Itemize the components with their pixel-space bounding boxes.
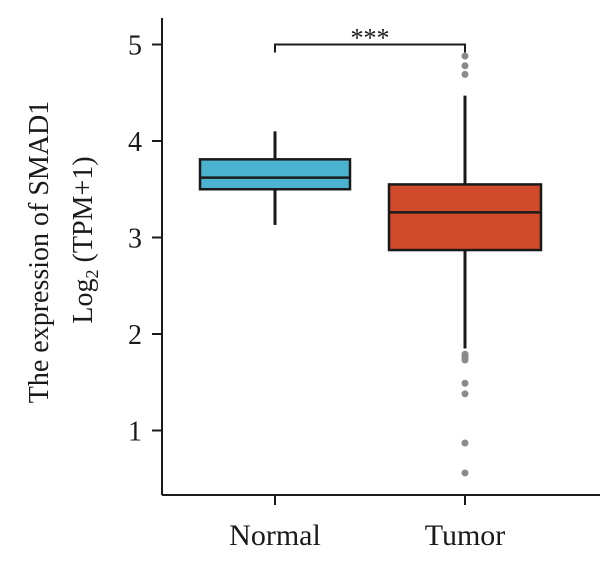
significance-label: *** <box>351 24 390 53</box>
y-tick-label-5: 5 <box>128 31 142 62</box>
outlier-tumor-1 <box>461 62 469 70</box>
y-tick-label-2: 2 <box>128 320 142 351</box>
y-axis-label: The expression of SMAD1 Log2 (TPM+1) <box>24 101 102 404</box>
x-tick-label-tumor: Tumor <box>425 519 506 552</box>
box-rect-normal <box>198 158 352 191</box>
box-normal <box>198 131 352 225</box>
outlier-tumor-6 <box>461 379 469 387</box>
outlier-tumor-8 <box>461 439 469 447</box>
axes: 1 2 3 4 5 Normal Tumor <box>128 18 600 552</box>
outlier-tumor-9 <box>461 469 469 477</box>
y-tick-label-4: 4 <box>128 127 142 158</box>
box-rect-tumor <box>387 183 543 252</box>
box-tumor <box>387 52 543 477</box>
outlier-tumor-7 <box>461 390 469 398</box>
outlier-tumor-0 <box>461 52 469 60</box>
significance-line <box>274 43 466 53</box>
y-axis-label-unit: (TPM+1) <box>68 156 99 269</box>
y-tick-label-1: 1 <box>128 417 142 448</box>
y-tick-label-3: 3 <box>128 224 142 255</box>
y-axis-label-line1: The expression of SMAD1 <box>24 101 55 404</box>
boxes <box>198 52 543 477</box>
y-axis-label-line2: Log2 (TPM+1) <box>68 156 102 323</box>
x-tick-label-normal: Normal <box>229 519 321 552</box>
y-axis-label-subscript: 2 <box>82 269 102 278</box>
outlier-tumor-2 <box>461 70 469 78</box>
y-axis-label-log: Log <box>68 278 99 323</box>
significance-bracket: *** <box>274 24 466 53</box>
outlier-tumor-5 <box>461 356 469 364</box>
